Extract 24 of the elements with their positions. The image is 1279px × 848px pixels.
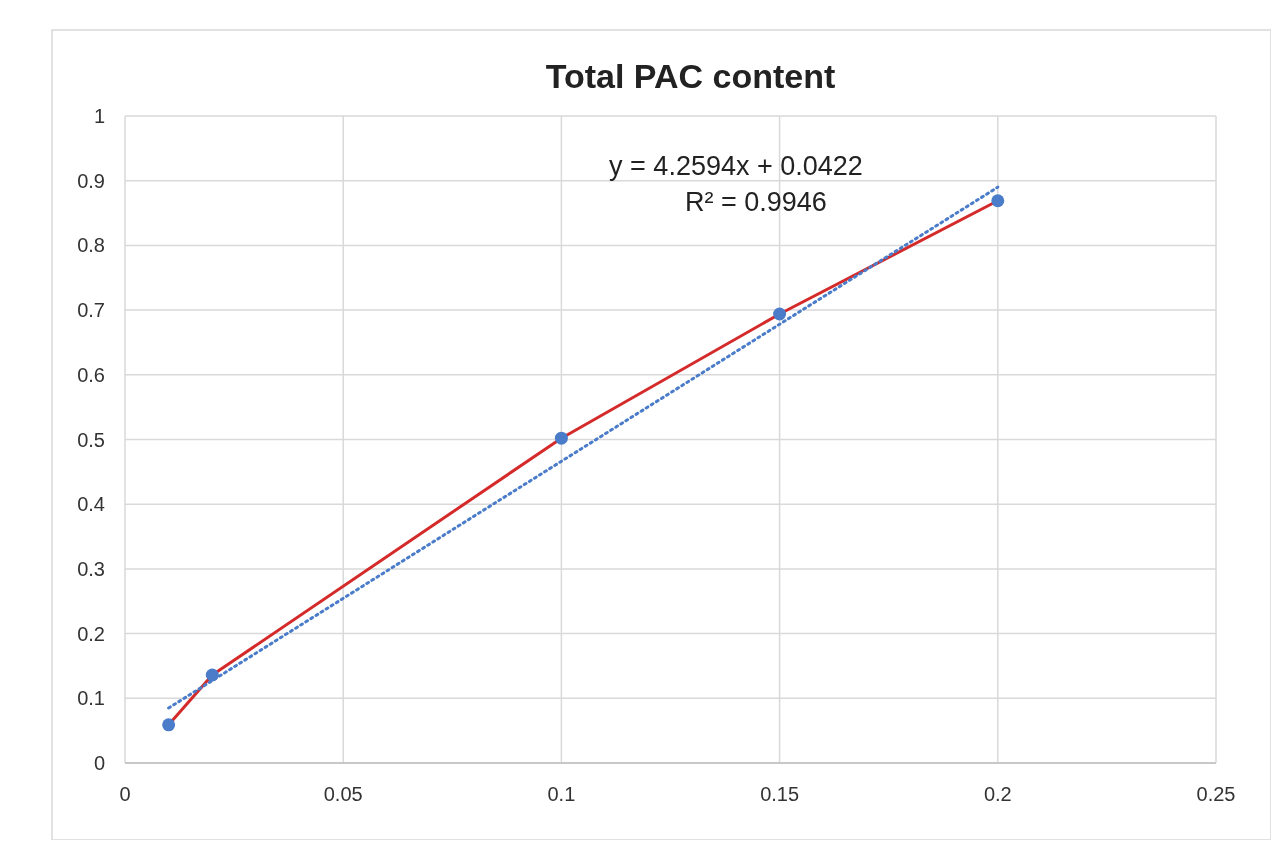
annotation: y = 4.2594x + 0.0422 [609, 150, 863, 181]
y-tick-label: 0 [93, 752, 105, 774]
y-tick-label: 1 [93, 105, 105, 127]
x-tick-label: 0.15 [760, 783, 800, 805]
point [162, 718, 176, 732]
y-tick-label: 0.5 [77, 428, 105, 451]
x-tick-label: 0.05 [323, 783, 363, 805]
y-tick-label: 0.1 [77, 687, 105, 710]
x-tick-label: 0.25 [1196, 783, 1236, 805]
x-tick-label: 0.2 [983, 783, 1012, 805]
y-tick-label: 0.4 [77, 493, 105, 516]
annotation: R² = 0.9946 [685, 186, 827, 217]
y-tick-label: 0.7 [77, 299, 105, 322]
point [991, 194, 1005, 208]
y-tick-label: 0.3 [77, 557, 105, 580]
y-tick-label: 0.8 [77, 234, 105, 257]
y-tick-label: 0.2 [77, 622, 105, 645]
y-tick-label: 0.9 [77, 169, 105, 192]
x-tick-label: 0.1 [547, 783, 576, 805]
point [773, 307, 787, 321]
y-tick-label: 0.6 [77, 363, 105, 386]
point [554, 431, 568, 445]
x-tick-label: 0 [119, 783, 131, 805]
chart-title: Total PAC content [545, 57, 836, 95]
